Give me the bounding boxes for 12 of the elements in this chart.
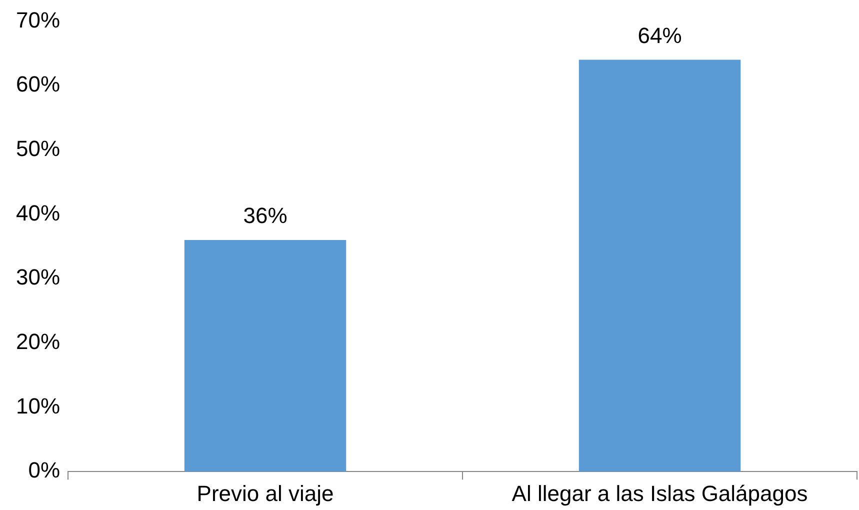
y-tick-label: 20% bbox=[16, 328, 60, 354]
y-tick-label: 0% bbox=[28, 458, 60, 483]
y-tick-label: 40% bbox=[16, 200, 60, 226]
y-tick-label: 30% bbox=[16, 264, 60, 290]
data-label: 36% bbox=[243, 203, 288, 228]
y-tick-label: 60% bbox=[16, 72, 60, 97]
y-tick-label: 70% bbox=[16, 7, 60, 32]
x-tick-label: Al llegar a las Islas Galápagos bbox=[512, 480, 808, 506]
y-tick-label: 10% bbox=[16, 393, 60, 418]
y-tick-label: 50% bbox=[16, 136, 60, 161]
data-label: 64% bbox=[638, 22, 682, 48]
x-tick-label: Previo al viaje bbox=[196, 480, 334, 506]
